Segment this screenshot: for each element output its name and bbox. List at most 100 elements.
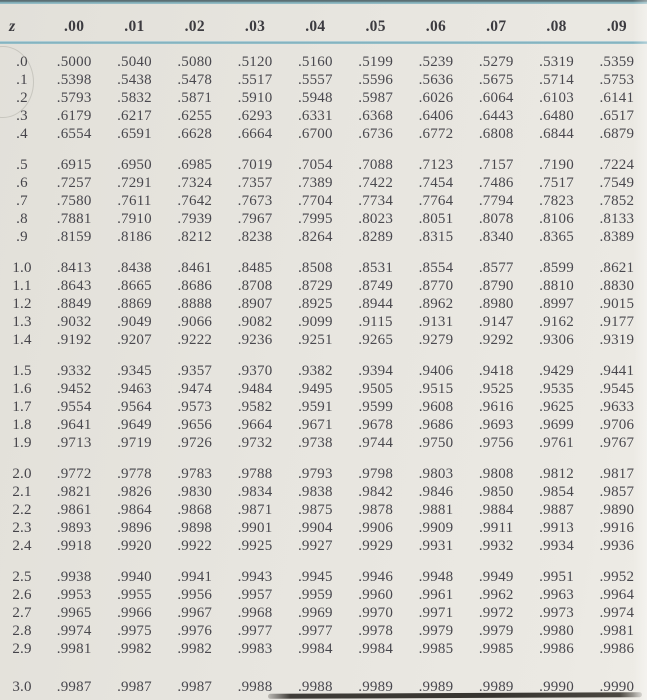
value-cell: .7088 [358, 157, 394, 173]
value-cell: .8186 [117, 229, 152, 245]
value-cell: .6736 [358, 126, 394, 142]
row-label: 2.4 [12, 538, 32, 554]
value-cell: .9177 [599, 314, 635, 330]
row-label: 3.0 [12, 679, 32, 695]
row-group: 3.0 .9987 .9987 .9987 .9988 .9988 .9989 .9989 .9… [0, 678, 647, 696]
value-cell: .7642 [177, 193, 213, 209]
scan-shadow [267, 692, 643, 699]
value-cell: .9429 [539, 363, 574, 379]
value-cell: .8749 [358, 278, 394, 294]
value-cell: .9115 [358, 314, 393, 330]
value-cell: .9987 [56, 679, 92, 695]
value-cell: .9162 [539, 314, 574, 330]
value-cell: .6879 [599, 126, 635, 142]
value-cell: .7291 [117, 175, 152, 191]
value-cell: .6331 [297, 108, 333, 124]
value-cell: .5714 [539, 72, 574, 88]
value-cell: .9988 [237, 679, 273, 695]
value-cell: .9898 [177, 520, 213, 536]
value-cell: .5910 [237, 90, 273, 106]
value-cell: .8888 [177, 296, 213, 312]
value-cell: .9960 [358, 587, 394, 603]
value-cell: .9803 [418, 466, 454, 482]
value-cell: .9938 [56, 569, 92, 585]
column-header: .06 [425, 18, 447, 35]
table-row: .2 .5793 .5832 .5871 .5910 .5948 .5987 .6026 .60… [0, 89, 647, 107]
value-cell: .5199 [358, 54, 394, 70]
value-cell: .8686 [177, 278, 213, 294]
value-cell: .7324 [177, 175, 213, 191]
value-cell: .9988 [297, 679, 333, 695]
value-cell: .9599 [358, 399, 394, 415]
value-cell: .8133 [599, 211, 635, 227]
value-cell: .6517 [599, 108, 635, 124]
value-cell: .5319 [539, 54, 574, 70]
value-cell: .8078 [478, 211, 514, 227]
column-header: .08 [546, 18, 567, 35]
row-label: 1.2 [12, 296, 32, 312]
value-cell: .9357 [177, 363, 213, 379]
table-row: 2.3 .9893 .9896 .9898 .9901 .9904 .9906 .9909 .9… [0, 519, 647, 537]
value-cell: .8770 [418, 278, 454, 294]
value-cell: .9906 [358, 520, 394, 536]
row-group: .5 .6915 .6950 .6985 .7019 .7054 .7088 .7123 .71… [0, 156, 647, 246]
value-cell: .9319 [599, 332, 635, 348]
value-cell: .8810 [539, 278, 574, 294]
value-cell: .9099 [297, 314, 333, 330]
value-cell: .9965 [56, 605, 92, 621]
column-header: .00 [64, 18, 85, 35]
value-cell: .5239 [418, 54, 454, 70]
value-cell: .8830 [599, 278, 635, 294]
value-cell: .9980 [539, 623, 574, 639]
value-cell: .9969 [297, 605, 333, 621]
value-cell: .9979 [418, 623, 454, 639]
value-cell: .9974 [599, 605, 635, 621]
value-cell: .9535 [539, 381, 574, 397]
value-cell: .9896 [117, 520, 152, 536]
value-cell: .9834 [237, 484, 273, 500]
value-cell: .7422 [358, 175, 394, 191]
value-cell: .6772 [418, 126, 454, 142]
value-cell: .8790 [478, 278, 514, 294]
value-cell: .9394 [358, 363, 394, 379]
column-header: .03 [244, 18, 266, 35]
row-label: .6 [16, 175, 28, 191]
row-label: .9 [16, 229, 28, 245]
value-cell: .9983 [237, 641, 273, 657]
table-row: .1 .5398 .5438 .5478 .5517 .5557 .5596 .5636 .56… [0, 71, 647, 89]
row-label: 1.0 [12, 260, 32, 276]
value-cell: .6443 [478, 108, 514, 124]
value-cell: .9032 [56, 314, 92, 330]
value-cell: .9474 [177, 381, 213, 397]
value-cell: .9986 [599, 641, 635, 657]
table-row: .9 .8159 .8186 .8212 .8238 .8264 .8289 .8315 .83… [0, 228, 647, 246]
row-label: .3 [16, 108, 28, 124]
value-cell: .9972 [478, 605, 514, 621]
value-cell: .9842 [358, 484, 394, 500]
value-cell: .9292 [478, 332, 514, 348]
value-cell: .5793 [56, 90, 92, 106]
value-cell: .7764 [418, 193, 454, 209]
value-cell: .5596 [358, 72, 394, 88]
column-header: .01 [124, 18, 145, 35]
value-cell: .7939 [177, 211, 213, 227]
value-cell: .9778 [117, 466, 152, 482]
value-cell: .9981 [599, 623, 635, 639]
value-cell: .9982 [117, 641, 152, 657]
value-cell: .9968 [237, 605, 273, 621]
value-cell: .5080 [177, 54, 213, 70]
value-cell: .9082 [237, 314, 273, 330]
value-cell: .9911 [479, 520, 514, 536]
value-cell: .9207 [117, 332, 152, 348]
value-cell: .8665 [117, 278, 152, 294]
value-cell: .9985 [418, 641, 454, 657]
value-cell: .9971 [418, 605, 454, 621]
value-cell: .7357 [237, 175, 273, 191]
value-cell: .9591 [297, 399, 333, 415]
value-cell: .9925 [237, 538, 273, 554]
value-cell: .9916 [599, 520, 635, 536]
value-cell: .5438 [117, 72, 152, 88]
row-group: 2.0 .9772 .9778 .9783 .9788 .9793 .9798 .9803 .9… [0, 465, 647, 555]
table-row: 2.9 .9981 .9982 .9982 .9983 .9984 .9984 .9985 .9… [0, 640, 647, 658]
value-cell: .9909 [418, 520, 454, 536]
